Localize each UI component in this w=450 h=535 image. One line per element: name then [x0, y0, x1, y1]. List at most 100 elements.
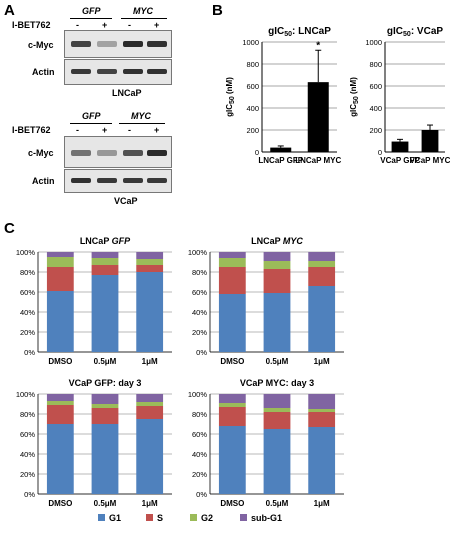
- cc-vcap-myc-category-label: 1μM: [314, 499, 330, 508]
- lncap-cmyc-band-1: [71, 41, 91, 47]
- cc-lncap-myc-segment-s: [218, 267, 246, 294]
- cc-lncap-myc-ytick-label: 20%: [192, 328, 207, 337]
- vcap-treatment-label: I-BET762: [12, 125, 51, 135]
- cc-vcap-gfp-ytick-label: 80%: [20, 410, 35, 419]
- gic50-lncap-category-label: LNCaP GFP: [258, 156, 303, 165]
- cc-vcap-myc-segment-g1: [263, 429, 291, 494]
- cc-lncap-myc-ytick-label: 40%: [192, 308, 207, 317]
- gic50-lncap-bar: [307, 82, 329, 152]
- cc-lncap-gfp-ytick-label: 80%: [20, 268, 35, 277]
- cc-lncap-myc-segment-g1: [308, 286, 336, 352]
- cc-vcap-gfp-ytick-label: 100%: [16, 390, 36, 399]
- lncap-actin-blot: [64, 59, 172, 85]
- cc-vcap-gfp-segment-sub-g1: [91, 394, 119, 404]
- vcap-lane-2: +: [102, 125, 108, 135]
- cc-lncap-gfp-title: LNCaP GFP: [80, 236, 131, 246]
- vcap-actin-band-4: [147, 178, 167, 183]
- cc-vcap-myc-category-label: 0.5μM: [266, 499, 289, 508]
- cc-lncap-gfp-category-label: 0.5μM: [94, 357, 117, 366]
- vcap-group-myc-label: MYC: [131, 111, 151, 121]
- cc-vcap-gfp-segment-g1: [46, 424, 74, 494]
- gic50-vcap-ytick-label: 600: [369, 82, 382, 91]
- cc-lncap-gfp-ytick-label: 100%: [16, 248, 36, 257]
- vcap-cell-label: VCaP: [114, 196, 138, 206]
- gic50-lncap-ytick-label: 400: [246, 104, 259, 113]
- gic50-vcap-ytick-label: 0: [378, 148, 382, 157]
- cc-lncap-myc-ytick-label: 100%: [188, 248, 208, 257]
- cc-lncap-myc-segment-g2: [218, 258, 246, 267]
- cc-lncap-myc-category-label: 1μM: [314, 357, 330, 366]
- gic50-lncap-bar: [270, 147, 292, 152]
- cc-lncap-gfp-segment-s: [136, 265, 164, 272]
- chart-cc-lncap-gfp: 0% 20% 40% 60% 80% 100% DMSO 0.5μM 1μM LNCaP GFP: [16, 236, 172, 366]
- lncap-treatment-label: I-BET762: [12, 20, 51, 30]
- cc-vcap-myc-segment-s: [263, 412, 291, 429]
- legend-label-sub-g1: sub-G1: [251, 513, 282, 523]
- cc-vcap-myc-title: VCaP MYC: day 3: [240, 378, 314, 388]
- cc-lncap-myc-segment-sub-g1: [263, 252, 291, 261]
- lncap-lane-4: +: [154, 20, 160, 30]
- cc-lncap-gfp-category-label: DMSO: [48, 357, 72, 366]
- cc-lncap-gfp-segment-sub-g1: [46, 252, 74, 257]
- lncap-group-gfp-label: GFP: [82, 6, 101, 16]
- cc-lncap-myc-ytick-label: 0%: [196, 348, 207, 357]
- cc-vcap-gfp-segment-g1: [136, 419, 164, 494]
- vcap-cmyc-band-3: [123, 150, 143, 156]
- cc-lncap-gfp-segment-g1: [91, 275, 119, 352]
- cc-vcap-myc-ytick-label: 100%: [188, 390, 208, 399]
- cc-lncap-gfp-segment-g1: [46, 291, 74, 352]
- cc-vcap-gfp-category-label: 0.5μM: [94, 499, 117, 508]
- cc-vcap-myc-ytick-label: 60%: [192, 430, 207, 439]
- cc-vcap-myc-segment-s: [308, 412, 336, 427]
- cc-vcap-myc-ytick-label: 20%: [192, 470, 207, 479]
- cc-lncap-gfp-segment-g2: [136, 259, 164, 265]
- vcap-cmyc-band-2: [97, 150, 117, 156]
- legend-swatch-sub-g1: [240, 514, 247, 521]
- legend-swatch-s: [146, 514, 153, 521]
- vcap-actin-blot: [64, 169, 172, 193]
- vcap-lane-4: +: [154, 125, 160, 135]
- cc-lncap-gfp-segment-sub-g1: [91, 252, 119, 258]
- cc-vcap-gfp-segment-g2: [91, 404, 119, 408]
- lncap-group-myc-label: MYC: [133, 6, 153, 16]
- cc-lncap-myc-segment-s: [308, 267, 336, 286]
- lncap-lane-2: +: [102, 20, 108, 30]
- cc-lncap-gfp-ytick-label: 60%: [20, 288, 35, 297]
- gic50-lncap-ylabel: gIC50 (nM): [225, 77, 236, 117]
- gic50-vcap-ytick-label: 200: [369, 126, 382, 135]
- panel-letter-a: A: [4, 2, 15, 19]
- lncap-group-gfp-underline: [70, 18, 112, 19]
- cc-lncap-myc-category-label: 0.5μM: [266, 357, 289, 366]
- lncap-cell-label: LNCaP: [112, 88, 142, 98]
- cc-lncap-gfp-ytick-label: 40%: [20, 308, 35, 317]
- cc-vcap-gfp-segment-sub-g1: [46, 394, 74, 401]
- cc-vcap-myc-ytick-label: 80%: [192, 410, 207, 419]
- vcap-group-myc-underline: [119, 123, 165, 124]
- lncap-cmyc-blot: [64, 30, 172, 58]
- cc-vcap-gfp-segment-g1: [91, 424, 119, 494]
- cc-lncap-gfp-segment-g1: [136, 272, 164, 352]
- gic50-vcap-category-label: VCaP MYC: [410, 156, 450, 165]
- cc-vcap-myc-ytick-label: 40%: [192, 450, 207, 459]
- lncap-cmyc-row-label: c-Myc: [28, 40, 54, 50]
- cc-lncap-myc-segment-g1: [218, 294, 246, 352]
- cc-vcap-myc-segment-s: [218, 407, 246, 426]
- cc-vcap-myc-segment-g2: [218, 403, 246, 407]
- legend-label-g1: G1: [109, 513, 121, 523]
- cc-vcap-myc-segment-sub-g1: [263, 394, 291, 408]
- cell-cycle-legend: G1 S G2 sub-G1: [98, 513, 282, 523]
- lncap-actin-band-4: [147, 69, 167, 74]
- cc-lncap-myc-title: LNCaP MYC: [251, 236, 303, 246]
- vcap-lane-3: -: [128, 125, 131, 135]
- legend-swatch-g2: [190, 514, 197, 521]
- cc-vcap-myc-segment-sub-g1: [308, 394, 336, 409]
- vcap-actin-band-1: [71, 178, 91, 183]
- vcap-cmyc-blot: [64, 136, 172, 168]
- gic50-lncap-title: gIC50: LNCaP: [268, 26, 331, 38]
- cc-vcap-gfp-segment-s: [46, 405, 74, 424]
- legend-swatch-g1: [98, 514, 105, 521]
- cc-vcap-myc-segment-g1: [308, 427, 336, 494]
- cc-vcap-gfp-segment-g2: [46, 401, 74, 405]
- cc-lncap-gfp-ytick-label: 0%: [24, 348, 35, 357]
- cc-vcap-gfp-ytick-label: 60%: [20, 430, 35, 439]
